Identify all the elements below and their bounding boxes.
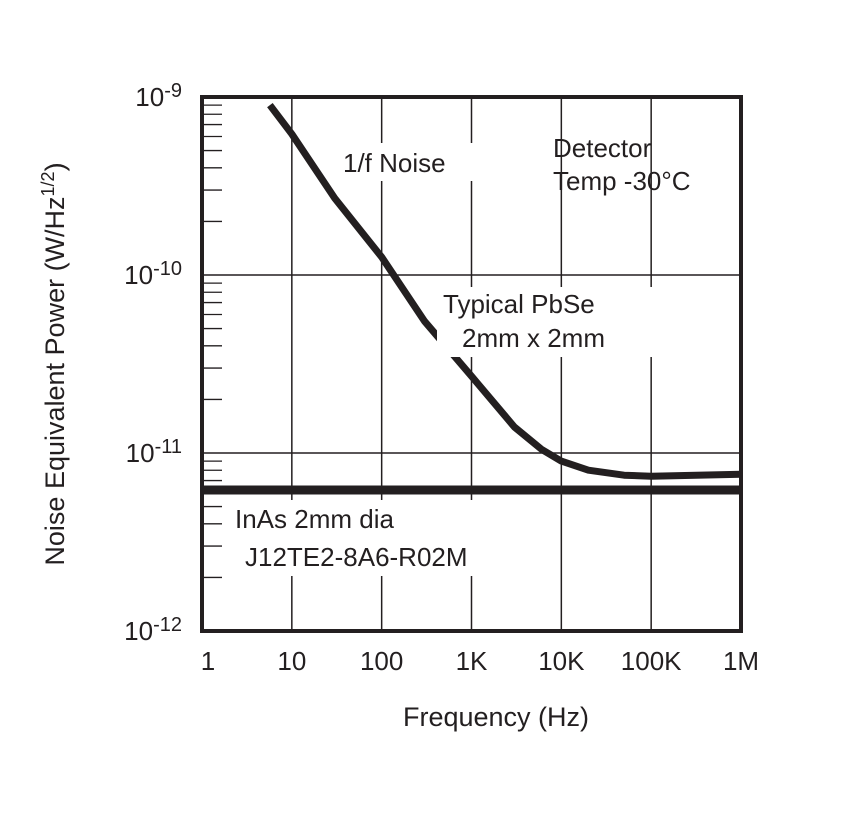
- y-tick-exp: -10: [153, 258, 182, 280]
- annotation-inas: InAs 2mm dia: [235, 504, 394, 534]
- x-tick-label: 10K: [538, 646, 585, 676]
- annotation-pbse-size: 2mm x 2mm: [462, 323, 605, 353]
- x-tick-label: 100: [360, 646, 403, 676]
- x-tick-label: 1K: [456, 646, 488, 676]
- x-axis-label: Frequency (Hz): [403, 702, 589, 732]
- y-axis-label: Noise Equivalent Power (W/Hz1/2): [38, 162, 70, 565]
- label-bg: [335, 143, 475, 181]
- annotation-inas-part: J12TE2-8A6-R02M: [245, 542, 468, 572]
- series-layer: [202, 102, 742, 495]
- pbse-nep-line: [267, 102, 742, 480]
- y-axis-label-end: ): [40, 162, 70, 171]
- y-tick-label: 10-12: [124, 614, 182, 646]
- y-tick-label: 10-9: [135, 80, 182, 112]
- x-tick-label: 1M: [723, 646, 759, 676]
- y-tick-exp: -12: [153, 614, 182, 636]
- y-axis-label-sup: 1/2: [38, 171, 58, 196]
- x-tick-label: 10: [277, 646, 306, 676]
- annotation-temp: Temp -30°C: [553, 166, 691, 196]
- label-bg: [437, 287, 652, 357]
- y-tick-base: 10: [126, 438, 155, 468]
- label-bg: [228, 500, 533, 576]
- plot-frame: [200, 95, 743, 633]
- y-tick-exp: -9: [164, 80, 182, 102]
- grid: [200, 95, 743, 633]
- y-tick-label: 10-10: [124, 258, 182, 290]
- annotation-1f-noise: 1/f Noise: [343, 148, 446, 178]
- annotation-detector: Detector: [553, 133, 652, 163]
- y-tick-base: 10: [135, 82, 164, 112]
- x-tick-label: 100K: [621, 646, 682, 676]
- y-axis-label-main: Noise Equivalent Power (W/Hz: [40, 196, 70, 565]
- y-tick-label: 10-11: [126, 436, 182, 468]
- y-tick-exp: -11: [155, 436, 182, 458]
- annotation-pbse: Typical PbSe: [443, 289, 595, 319]
- annotations: 1/f Noise Detector Temp -30°C Typical Pb…: [228, 133, 691, 576]
- y-tick-base: 10: [124, 260, 153, 290]
- y-tick-base: 10: [124, 616, 153, 646]
- x-tick-label: 1: [201, 646, 215, 676]
